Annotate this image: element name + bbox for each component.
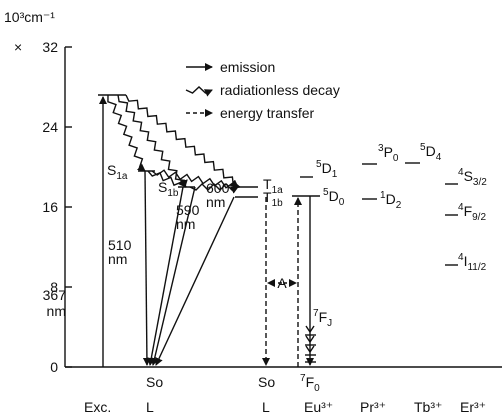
term-sup: 4 — [458, 202, 464, 213]
transfer-label: A — [277, 275, 287, 291]
level-label: S1a — [107, 162, 128, 182]
level-label: T1b — [263, 189, 283, 209]
level-label: 4F9/2 — [458, 202, 486, 223]
column-label: Pr³⁺ — [360, 399, 386, 415]
level-label: 4I11/2 — [458, 252, 487, 273]
emission-label: nm — [206, 194, 225, 210]
legend-wavy — [185, 86, 213, 97]
emission-arrow — [147, 186, 184, 366]
decay-arrow — [151, 169, 239, 189]
ground-label: 7F0 — [300, 373, 320, 394]
decay-arrow — [189, 183, 239, 194]
fj-arrowhead — [305, 335, 315, 344]
emission-arrow — [155, 196, 235, 366]
emission-label: nm — [108, 251, 127, 267]
term-symbol: F — [464, 203, 473, 219]
legend-label: emission — [220, 59, 275, 75]
excitation-label: nm — [47, 303, 66, 319]
term-sup: 7 — [300, 373, 306, 384]
decay-arrow — [125, 94, 241, 190]
term-symbol: F — [306, 374, 315, 390]
term-sub: 11/2 — [467, 262, 486, 273]
level-label: 1D2 — [380, 190, 402, 211]
axis-prefix: × — [14, 39, 22, 55]
term-symbol: I — [464, 253, 468, 269]
term-symbol: T — [263, 189, 272, 205]
level-label: 3P0 — [378, 143, 399, 164]
y-tick-label: 24 — [42, 119, 58, 135]
legend-label: energy transfer — [220, 105, 314, 121]
ground-label: So — [146, 374, 163, 390]
emission-label: 510 — [108, 237, 132, 253]
term-sub: 4 — [436, 152, 442, 163]
level-label: 5D1 — [316, 159, 338, 180]
fj-arrowhead — [305, 325, 315, 334]
term-sup: 3 — [378, 143, 384, 154]
term-sub: 0 — [339, 197, 345, 208]
term-sub: 0 — [393, 153, 399, 164]
y-tick-label: 8 — [50, 279, 58, 295]
y-tick-label: 0 — [50, 359, 58, 375]
column-label: Tb³⁺ — [414, 399, 442, 415]
term-sup: 5 — [323, 187, 329, 198]
term-symbol: D — [426, 143, 436, 159]
column-label: Exc. — [84, 399, 111, 415]
axis-unit: 10³cm⁻¹ — [4, 9, 55, 25]
column-label: Er³⁺ — [460, 399, 486, 415]
term-sup: 7 — [313, 308, 319, 319]
term-sup: 1 — [380, 190, 386, 201]
term-symbol: S — [107, 162, 116, 178]
decay-arrow — [147, 170, 187, 188]
legend-label: radiationless decay — [220, 82, 340, 98]
fj-arrowhead — [305, 345, 315, 354]
term-sub: 1b — [167, 188, 179, 199]
term-sub: 1 — [332, 169, 338, 180]
fj-label: 7FJ — [313, 308, 332, 329]
emission-label: nm — [176, 216, 195, 232]
column-label: Eu³⁺ — [304, 399, 333, 415]
level-label: S1b — [158, 179, 179, 199]
y-tick-label: 16 — [42, 199, 58, 215]
term-sub: 1b — [272, 198, 284, 209]
term-symbol: D — [329, 188, 339, 204]
emission-label: 600 — [206, 180, 230, 196]
term-sup: 5 — [420, 142, 426, 153]
level-label: 5D0 — [323, 187, 345, 208]
term-sub: 3/2 — [473, 177, 487, 188]
term-sub: 9/2 — [472, 212, 486, 223]
term-sub: 1a — [272, 185, 284, 196]
level-label: 5D4 — [420, 142, 442, 163]
term-symbol: S — [158, 179, 167, 195]
term-sup: 4 — [458, 252, 464, 263]
term-symbol: S — [464, 168, 473, 184]
emission-arrow — [142, 170, 151, 366]
term-sub: 2 — [396, 200, 402, 211]
term-sub: J — [327, 318, 332, 329]
y-tick-label: 32 — [42, 39, 58, 55]
term-sub: 1a — [116, 171, 128, 182]
term-symbol: P — [384, 144, 393, 160]
term-sup: 5 — [316, 159, 322, 170]
term-symbol: So — [258, 374, 275, 390]
term-sub: 0 — [314, 383, 320, 394]
column-label: L — [146, 399, 154, 415]
decay-arrow — [117, 94, 188, 188]
emission-arrow — [150, 186, 196, 366]
term-symbol: So — [146, 374, 163, 390]
level-label: T1a — [263, 176, 283, 196]
decay-arrow — [107, 94, 146, 172]
level-label: 4S3/2 — [458, 167, 487, 188]
term-symbol: D — [322, 160, 332, 176]
ground-label: So — [258, 374, 275, 390]
term-sup: 4 — [458, 167, 464, 178]
excitation-label: 367 — [43, 287, 67, 303]
term-symbol: F — [319, 309, 328, 325]
term-symbol: T — [263, 176, 272, 192]
emission-label: 590 — [176, 202, 200, 218]
column-label: L — [262, 399, 270, 415]
term-symbol: D — [386, 191, 396, 207]
